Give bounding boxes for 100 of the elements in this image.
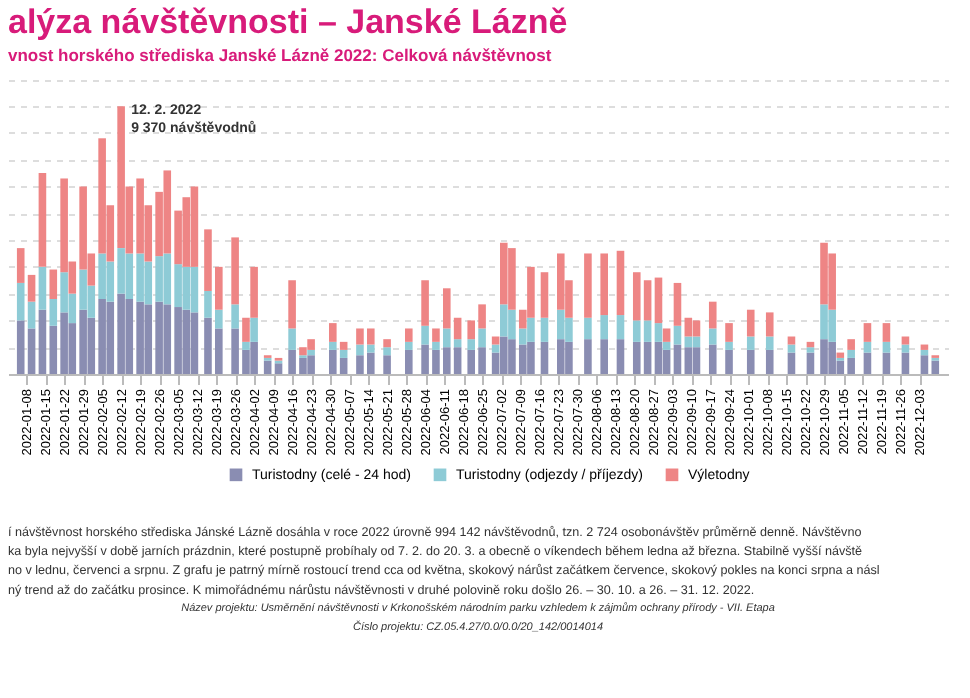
bar xyxy=(499,336,508,374)
bar xyxy=(708,301,717,329)
bar xyxy=(746,309,755,337)
bar xyxy=(299,347,307,356)
bar xyxy=(190,312,199,374)
bar xyxy=(882,323,891,342)
bar xyxy=(339,349,348,358)
bar xyxy=(692,347,701,374)
bar xyxy=(491,344,500,353)
bar xyxy=(288,280,296,329)
bar xyxy=(383,347,391,356)
bar xyxy=(231,304,239,329)
bar xyxy=(307,355,315,374)
bar xyxy=(847,349,855,358)
bar xyxy=(499,242,508,305)
bar xyxy=(673,344,682,374)
bar xyxy=(725,349,733,374)
bar xyxy=(692,320,701,337)
bar xyxy=(662,328,671,342)
bar xyxy=(673,325,682,345)
bar xyxy=(565,341,573,374)
bar xyxy=(383,355,391,374)
bar xyxy=(863,341,872,353)
bar xyxy=(765,312,774,337)
bar xyxy=(616,339,625,374)
bar xyxy=(863,323,872,342)
bar xyxy=(901,352,910,374)
bar xyxy=(527,341,535,374)
bar xyxy=(190,186,199,267)
bar xyxy=(584,253,592,318)
bar xyxy=(540,341,549,374)
bar xyxy=(556,309,565,340)
chart-subtitle: vnost horského střediska Janské Lázně 2022: Celková návštěvnost xyxy=(8,45,552,65)
bar xyxy=(556,339,565,374)
bar xyxy=(307,349,315,356)
bar xyxy=(432,328,440,342)
bar xyxy=(288,328,296,350)
bar xyxy=(540,317,549,342)
bar xyxy=(274,363,283,374)
bar xyxy=(765,336,774,350)
bar xyxy=(820,339,828,374)
bar xyxy=(673,282,682,326)
bar xyxy=(616,250,625,316)
bar xyxy=(231,237,239,305)
bar xyxy=(38,173,47,267)
bar xyxy=(708,344,717,374)
bar xyxy=(339,341,348,350)
bar xyxy=(901,344,910,353)
bar xyxy=(787,344,796,353)
bar xyxy=(329,323,337,342)
bar xyxy=(806,347,815,353)
bar xyxy=(182,266,191,310)
bar xyxy=(662,341,671,350)
bar xyxy=(901,336,910,345)
bar xyxy=(508,248,516,310)
bar xyxy=(556,253,565,310)
bar xyxy=(565,317,573,342)
bar xyxy=(882,341,891,353)
bar xyxy=(250,317,258,342)
bar xyxy=(242,341,250,350)
bar xyxy=(499,304,508,337)
bar xyxy=(540,272,549,318)
bar xyxy=(98,138,106,254)
bar xyxy=(600,315,608,340)
bar xyxy=(584,317,592,340)
bar xyxy=(250,266,258,318)
bar xyxy=(405,349,413,374)
bar xyxy=(654,341,663,374)
bar xyxy=(242,317,250,342)
bar xyxy=(182,309,191,374)
bar xyxy=(863,352,872,374)
bar xyxy=(828,341,836,374)
bar xyxy=(662,349,671,374)
bar xyxy=(654,323,663,342)
bar xyxy=(725,323,733,342)
bar xyxy=(684,317,693,337)
bar xyxy=(847,339,855,350)
bar xyxy=(405,328,413,342)
bar xyxy=(421,280,429,326)
bar xyxy=(527,317,535,342)
bar xyxy=(787,352,796,374)
bar xyxy=(600,253,608,316)
bar xyxy=(806,352,815,374)
bar xyxy=(820,242,828,305)
bar xyxy=(491,336,500,345)
bar xyxy=(828,309,836,342)
bar xyxy=(746,349,755,374)
bar xyxy=(405,341,413,350)
bar xyxy=(708,328,717,345)
bar xyxy=(190,266,199,313)
bar xyxy=(307,339,315,350)
bar xyxy=(882,352,891,374)
bar xyxy=(600,339,608,374)
bar xyxy=(383,339,391,348)
bar xyxy=(329,341,337,350)
bar xyxy=(765,349,774,374)
bar xyxy=(787,336,796,345)
bar xyxy=(725,341,733,350)
bar xyxy=(654,277,663,324)
chart-title: alýza návštěvnosti – Janské Lázně xyxy=(8,3,568,41)
